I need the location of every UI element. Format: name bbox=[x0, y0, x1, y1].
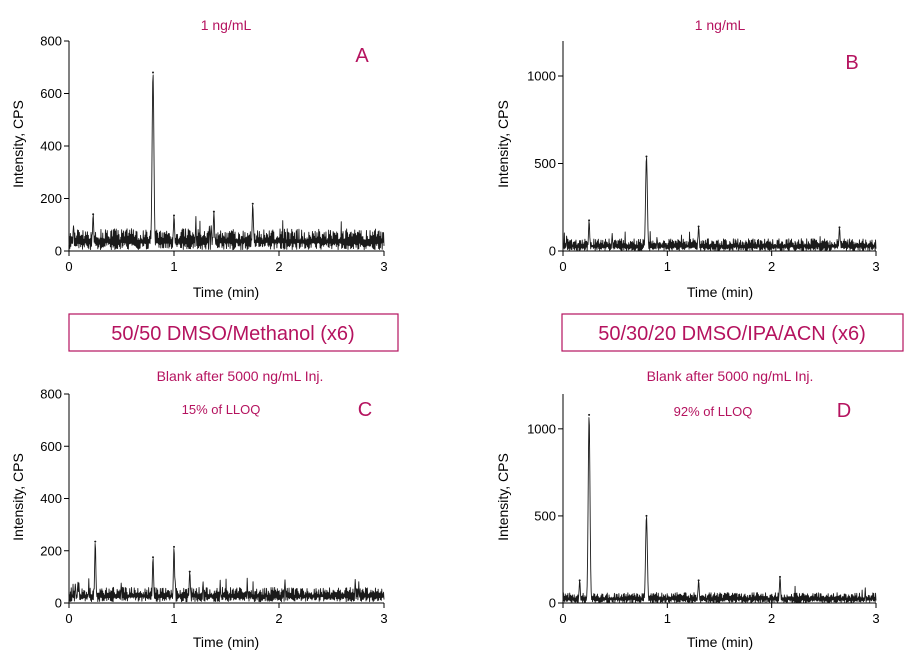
panel-d-xlabel: Time (min) bbox=[687, 634, 753, 650]
panel-d-ylabel: Intensity, CPS bbox=[495, 453, 511, 541]
panel-d-letter: D bbox=[837, 400, 851, 422]
panel-a-peak bbox=[92, 213, 95, 216]
panel-b-peak bbox=[697, 225, 700, 228]
panel-c-y-tick-label: 600 bbox=[40, 439, 62, 454]
panel-b-header: 1 ng/mL bbox=[695, 17, 746, 33]
panel-c-header: Blank after 5000 ng/mL Inj. bbox=[157, 368, 324, 384]
panel-c-x-tick-label: 2 bbox=[275, 611, 282, 626]
panel-c-y-tick-label: 200 bbox=[40, 543, 62, 558]
panel-c-peak bbox=[173, 545, 175, 548]
panel-c-peak bbox=[188, 570, 191, 573]
panel-d-header: Blank after 5000 ng/mL Inj. bbox=[647, 368, 814, 384]
right-solvent-box bbox=[561, 313, 904, 352]
panel-c-y-tick-label: 800 bbox=[40, 387, 62, 402]
panel-d-peak bbox=[645, 514, 648, 517]
panel-a-peak bbox=[173, 214, 175, 217]
panel-d: Blank after 5000 ng/mL Inj. 92% of LLOQ … bbox=[495, 368, 880, 650]
panel-b-y-tick-label: 500 bbox=[534, 156, 556, 171]
panel-d-y-tick-label: 0 bbox=[549, 596, 556, 611]
panel-b-peak bbox=[838, 226, 841, 229]
panel-a-header: 1 ng/mL bbox=[201, 17, 252, 33]
panel-a: 1 ng/mL A Time (min) Intensity, CPS 0 1 2 3… bbox=[10, 17, 388, 300]
panel-a-peak bbox=[152, 71, 154, 74]
panel-a-letter: A bbox=[355, 45, 369, 67]
panel-b-peak bbox=[645, 155, 648, 158]
left-solvent-box bbox=[68, 313, 399, 352]
panel-d-note: 92% of LLOQ bbox=[674, 404, 753, 419]
panel-c-y-tick-label: 0 bbox=[55, 596, 62, 611]
panel-b-x-tick-label: 1 bbox=[664, 259, 671, 274]
panel-d-y-tick-label: 500 bbox=[534, 508, 556, 523]
panel-a-x-tick-label: 2 bbox=[275, 259, 282, 274]
panel-d-peak bbox=[588, 413, 591, 416]
panel-d-x-tick-label: 1 bbox=[664, 611, 671, 626]
panel-b-letter: B bbox=[845, 52, 858, 74]
panel-d-x-tick-label: 3 bbox=[872, 611, 879, 626]
panel-c-note: 15% of LLOQ bbox=[182, 402, 261, 417]
panel-c-x-tick-label: 3 bbox=[380, 611, 387, 626]
panel-c-y-tick-label: 400 bbox=[40, 491, 62, 506]
panel-c: Blank after 5000 ng/mL Inj. 15% of LLOQ … bbox=[10, 368, 388, 650]
panel-c-x-tick-label: 0 bbox=[65, 611, 72, 626]
panel-a-y-tick-label: 0 bbox=[55, 244, 62, 259]
panel-a-xlabel: Time (min) bbox=[193, 284, 259, 300]
panel-b-x-tick-label: 2 bbox=[768, 259, 775, 274]
panel-a-y-tick-label: 600 bbox=[40, 86, 62, 101]
panel-a-y-tick-label: 800 bbox=[40, 34, 62, 49]
panel-d-y-tick-label: 1000 bbox=[527, 421, 556, 436]
panel-b-x-tick-label: 3 bbox=[872, 259, 879, 274]
panel-d-trace bbox=[562, 417, 877, 604]
panel-b-y-tick-label: 1000 bbox=[527, 69, 556, 84]
left-solvent-label: 50/50 DMSO/Methanol (x6) bbox=[111, 323, 354, 345]
panel-c-letter: C bbox=[358, 399, 372, 421]
panel-c-peak bbox=[94, 540, 97, 543]
panel-b-y-tick-label: 0 bbox=[549, 244, 556, 259]
panel-b-x-tick-label: 0 bbox=[559, 259, 566, 274]
panel-b-xlabel: Time (min) bbox=[687, 284, 753, 300]
panel-b-peak bbox=[588, 219, 591, 222]
panel-b-ylabel: Intensity, CPS bbox=[495, 100, 511, 188]
panel-a-y-tick-label: 200 bbox=[40, 191, 62, 206]
panel-c-ylabel: Intensity, CPS bbox=[10, 453, 26, 541]
panel-c-xlabel: Time (min) bbox=[193, 634, 259, 650]
panel-d-peak bbox=[697, 579, 700, 582]
panel-a-trace bbox=[68, 74, 385, 251]
panel-a-ylabel: Intensity, CPS bbox=[10, 100, 26, 188]
panel-a-y-tick-label: 400 bbox=[40, 139, 62, 154]
panel-a-x-tick-label: 0 bbox=[65, 259, 72, 274]
panel-c-peak bbox=[152, 556, 154, 559]
panel-d-peak bbox=[578, 579, 581, 582]
panel-d-x-tick-label: 2 bbox=[768, 611, 775, 626]
panel-b-trace bbox=[562, 157, 877, 252]
panel-d-x-tick-label: 0 bbox=[559, 611, 566, 626]
panel-a-x-tick-label: 1 bbox=[170, 259, 177, 274]
panel-a-peak bbox=[212, 210, 215, 213]
panel-b: 1 ng/mL B Time (min) Intensity, CPS 0 1 2 3… bbox=[495, 17, 880, 300]
panel-a-peak bbox=[251, 202, 254, 205]
panel-d-peak bbox=[779, 575, 782, 578]
panel-a-x-tick-label: 3 bbox=[380, 259, 387, 274]
panel-c-x-tick-label: 1 bbox=[170, 611, 177, 626]
panel-c-trace bbox=[68, 543, 385, 603]
right-solvent-label: 50/30/20 DMSO/IPA/ACN (x6) bbox=[598, 323, 866, 345]
